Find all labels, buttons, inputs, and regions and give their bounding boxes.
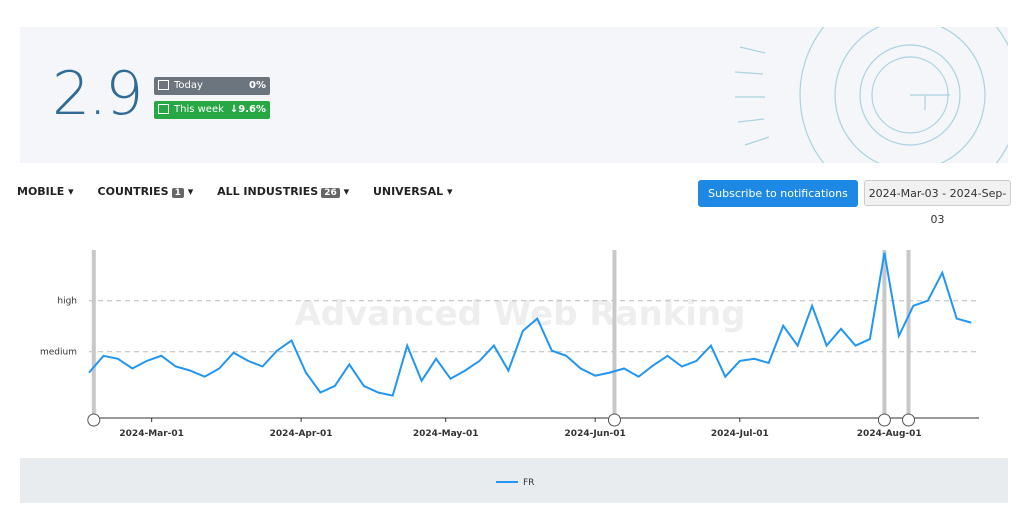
- today-change: 0%: [249, 80, 266, 91]
- update-icon: [607, 413, 621, 427]
- update-bar: [91, 250, 96, 418]
- x-tick-label: 2024-Jul-01: [711, 429, 769, 439]
- filter-label: MOBILE: [17, 185, 65, 198]
- filter[interactable]: COUNTRIES 1 ▾: [97, 185, 194, 198]
- week-badge: This week ↓9.6%: [154, 101, 270, 119]
- x-tick-label: 2024-Jun-01: [565, 429, 626, 439]
- filter-badge: 26: [321, 188, 340, 198]
- legend: FR: [20, 458, 1008, 503]
- update-bar: [612, 250, 617, 418]
- y-tick-label: high: [57, 297, 77, 307]
- date-range[interactable]: 2024-Mar-03 - 2024-Sep-03: [864, 180, 1011, 226]
- filter-label: COUNTRIES: [97, 185, 169, 198]
- filter-label: ALL INDUSTRIES: [217, 185, 319, 198]
- subscribe-button[interactable]: Subscribe to notifications: [698, 180, 858, 207]
- today-label: Today: [174, 80, 203, 91]
- calendar-icon: [158, 104, 169, 114]
- filters: MOBILE ▾ COUNTRIES 1 ▾ ALL INDUSTRIES 26 ▾…: [17, 185, 473, 198]
- y-tick-label: medium: [40, 348, 77, 358]
- week-label: This week: [174, 104, 224, 115]
- calendar-icon: [158, 80, 169, 90]
- score: 2.9: [52, 59, 143, 129]
- filter[interactable]: MOBILE ▾: [17, 185, 74, 198]
- chart: Advanced Web Ranking medium high 2024-Mar-…: [40, 250, 979, 439]
- update-icon: [877, 413, 891, 427]
- update-bar: [906, 250, 911, 418]
- logo-decoration: [734, 27, 1008, 163]
- x-tick-label: 2024-Aug-01: [857, 429, 922, 439]
- x-tick-label: 2024-Mar-01: [119, 429, 184, 439]
- series-line: [88, 252, 972, 397]
- update-bar: [882, 250, 887, 418]
- legend-label: FR: [523, 478, 534, 488]
- x-tick-label: 2024-Apr-01: [270, 429, 333, 439]
- week-change: ↓9.6%: [229, 104, 266, 115]
- update-icon: [902, 413, 916, 427]
- filter-label: UNIVERSAL: [372, 185, 444, 198]
- x-tick-label: 2024-May-01: [413, 429, 479, 439]
- today-badge: Today 0%: [154, 77, 270, 95]
- summary-panel: 2.9 Today 0% This week ↓9.6%: [20, 27, 1008, 163]
- watermark: Advanced Web Ranking: [294, 294, 745, 334]
- legend-svg: FR: [496, 478, 534, 488]
- filter[interactable]: ALL INDUSTRIES 26 ▾: [217, 185, 350, 198]
- update-icon: [87, 413, 101, 427]
- filter-badge: 1: [171, 188, 184, 198]
- filter[interactable]: UNIVERSAL ▾: [372, 185, 453, 198]
